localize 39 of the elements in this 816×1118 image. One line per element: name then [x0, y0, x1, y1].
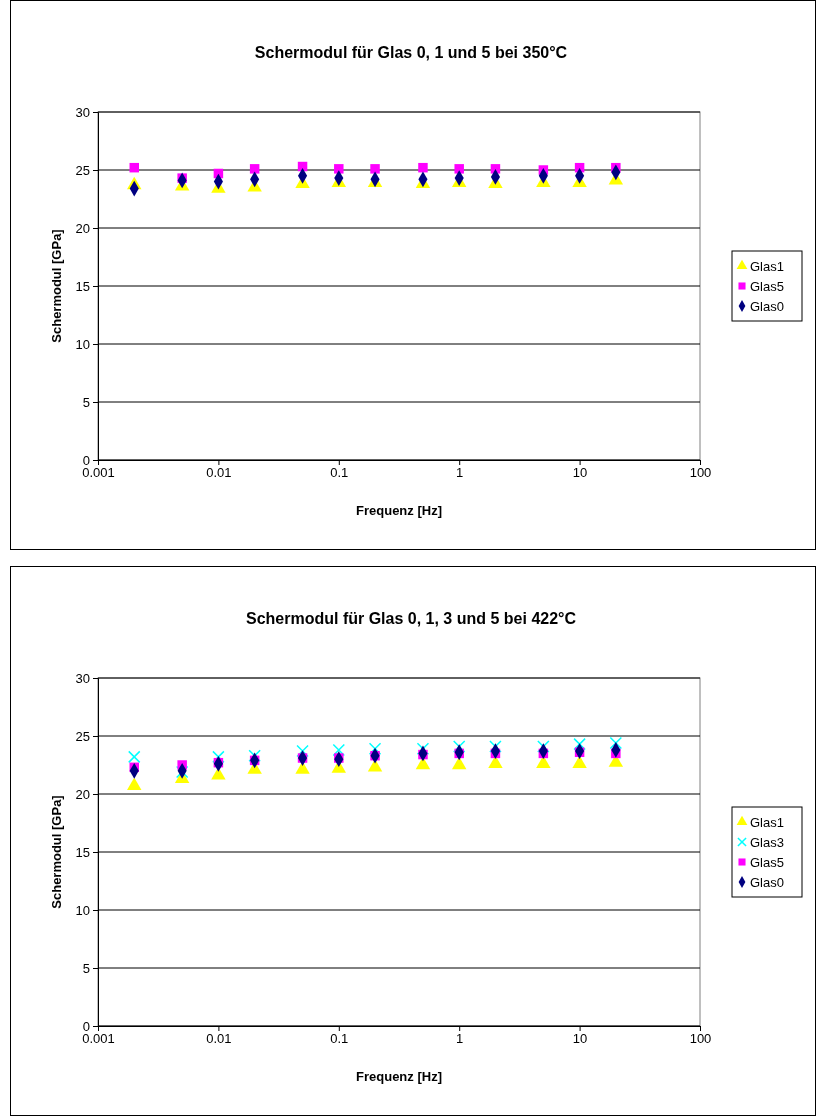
y-tick-label: 5	[82, 394, 90, 410]
x-tick-label: 0.1	[330, 465, 349, 481]
x-tick-label: 100	[689, 1031, 712, 1047]
y-tick-label: 25	[75, 728, 90, 744]
y-tick-label: 15	[75, 278, 90, 294]
x-tick-label: 0.1	[330, 1031, 349, 1047]
x-tick-label: 0.01	[206, 1031, 232, 1047]
x-tick-label: 10	[572, 465, 588, 481]
x-tick-label: 0.001	[82, 1031, 115, 1047]
legend-label: Glas0	[750, 874, 784, 890]
x-tick-label: 10	[572, 1031, 588, 1047]
y-tick-label: 20	[75, 786, 90, 802]
y-tick-label: 10	[75, 902, 90, 918]
legend-label: Glas3	[750, 834, 784, 850]
legend-label: Glas1	[750, 258, 784, 274]
x-axis-title: Frequenz [Hz]	[356, 1069, 442, 1084]
y-tick-label: 0	[82, 1018, 90, 1034]
y-tick-label: 5	[82, 960, 90, 976]
y-axis-title: Schermodul [GPa]	[49, 795, 64, 909]
legend-label: Glas5	[750, 278, 784, 294]
x-tick-label: 1	[456, 465, 464, 481]
x-axis-title: Frequenz [Hz]	[356, 503, 442, 518]
x-tick-label: 0.01	[206, 465, 232, 481]
chart-title: Schermodul für Glas 0, 1, 3 und 5 bei 422°C	[245, 610, 577, 627]
y-tick-label: 0	[82, 452, 90, 468]
y-tick-label: 30	[75, 670, 90, 686]
legend-label: Glas1	[750, 814, 784, 830]
y-axis-title: Schermodul [GPa]	[49, 229, 64, 343]
x-tick-label: 1	[456, 1031, 464, 1047]
y-tick-label: 25	[75, 162, 90, 178]
legend-label: Glas0	[750, 298, 784, 314]
y-tick-label: 15	[75, 844, 90, 860]
chart-title: Schermodul für Glas 0, 1 und 5 bei 350°C	[254, 44, 568, 61]
x-tick-label: 100	[689, 465, 712, 481]
x-tick-label: 0.001	[82, 465, 115, 481]
legend-label: Glas5	[750, 854, 784, 870]
y-tick-label: 10	[75, 336, 90, 352]
y-tick-label: 30	[75, 104, 90, 120]
y-tick-label: 20	[75, 220, 90, 236]
